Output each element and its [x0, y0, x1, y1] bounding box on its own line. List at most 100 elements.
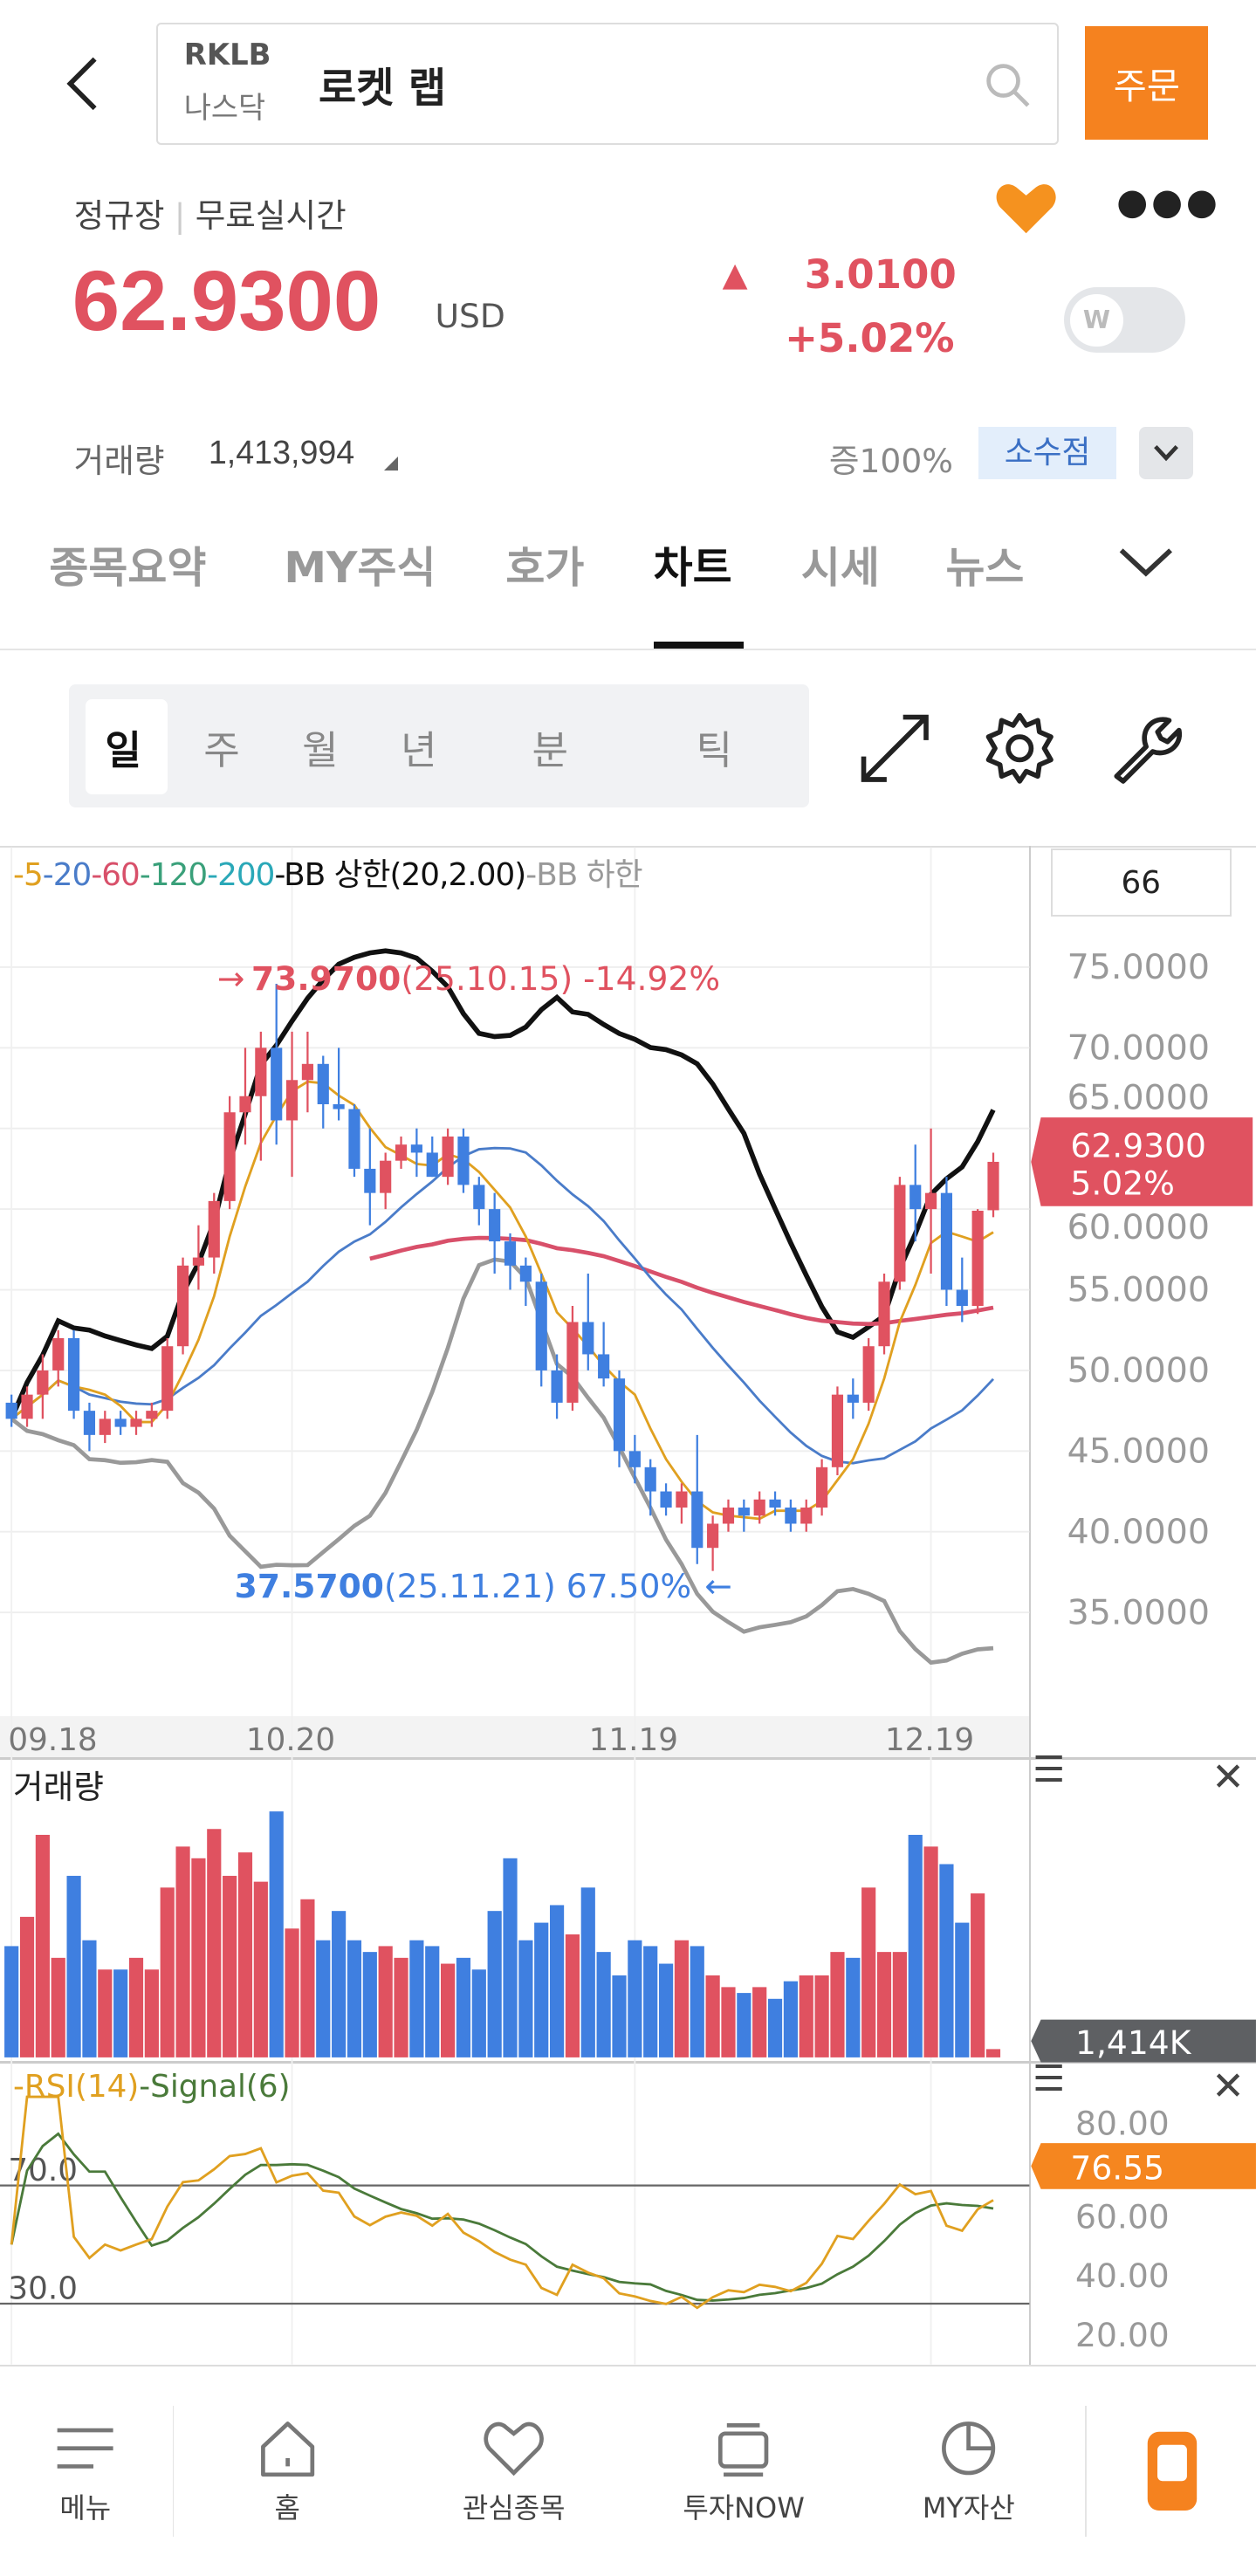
- volume-bar: [253, 1881, 268, 2057]
- volume-bar: [456, 1957, 471, 2057]
- volume-bar: [518, 1940, 533, 2057]
- expand-button[interactable]: [1139, 427, 1194, 480]
- close-icon[interactable]: ✕: [1211, 1753, 1245, 1800]
- last-price-label: 62.9300: [1070, 1126, 1206, 1164]
- heart-icon[interactable]: [993, 181, 1059, 237]
- search-icon[interactable]: [984, 61, 1033, 110]
- volume-bar: [223, 1875, 237, 2057]
- candle-body: [83, 1411, 96, 1435]
- panel-menu-icon[interactable]: ☰: [1033, 1748, 1066, 1791]
- tv-icon: [718, 2422, 769, 2477]
- period-month[interactable]: 월: [302, 726, 339, 773]
- volume-bar: [160, 1887, 175, 2057]
- order-button[interactable]: 주문: [1085, 26, 1209, 140]
- candle-body: [317, 1063, 329, 1104]
- tab-news[interactable]: 뉴스: [945, 543, 1025, 594]
- volume-bar: [144, 1969, 159, 2057]
- candle-body: [707, 1523, 719, 1549]
- nav-watchlist[interactable]: 관심종목: [415, 2417, 613, 2526]
- back-icon[interactable]: [62, 54, 105, 113]
- decimal-badge[interactable]: 소수점: [978, 427, 1117, 480]
- x-tick-label: 12.19: [885, 1722, 974, 1758]
- candle-body: [535, 1281, 547, 1370]
- last-rsi-tag: [1031, 2143, 1256, 2189]
- close-icon[interactable]: ✕: [1211, 2062, 1245, 2109]
- search-box[interactable]: RKLB 나스닥 로켓 랩: [155, 23, 1060, 145]
- tab-orderbook[interactable]: 호가: [505, 543, 585, 594]
- candle-body: [738, 1508, 750, 1516]
- volume-bar: [690, 1946, 704, 2057]
- exchange: 나스닥: [183, 91, 266, 126]
- y-tick-label: 65.0000: [1067, 1078, 1210, 1118]
- candle-body: [816, 1467, 828, 1508]
- candle-body: [831, 1394, 844, 1467]
- last-volume-label: 1,414K: [1075, 2023, 1192, 2062]
- rsi-level-label: 30.0: [8, 2270, 78, 2306]
- volume-bar: [35, 1834, 50, 2057]
- phone-order-icon[interactable]: [1144, 2428, 1200, 2514]
- tab-chart[interactable]: 차트: [653, 543, 732, 594]
- candle-body: [223, 1112, 236, 1201]
- period-week[interactable]: 주: [203, 726, 240, 773]
- panel-menu-icon[interactable]: ☰: [1033, 2057, 1066, 2099]
- rsi-tick-label: 40.00: [1075, 2257, 1170, 2295]
- candle-body: [410, 1144, 422, 1153]
- currency: USD: [435, 297, 505, 336]
- volume-label: 거래량: [73, 441, 165, 480]
- volume-bar: [783, 1981, 798, 2057]
- bb-upper-line: [9, 948, 996, 1420]
- volume-bar: [471, 1969, 486, 2057]
- ma5-line: [10, 1080, 994, 1521]
- volume-bar: [814, 1975, 829, 2057]
- candle-body: [426, 1152, 438, 1178]
- high-arrow-icon: →: [217, 959, 245, 998]
- rsi-tick-label: 60.00: [1075, 2198, 1170, 2236]
- volume-bar: [98, 1969, 113, 2057]
- volume-bar: [846, 1957, 861, 2057]
- gear-icon[interactable]: [982, 711, 1058, 787]
- nav-my-assets[interactable]: MY자산: [870, 2417, 1067, 2526]
- volume-bar: [830, 1952, 845, 2057]
- candle-body: [987, 1161, 999, 1211]
- y-tick-label: 70.0000: [1067, 1027, 1210, 1068]
- last-pct-label: 5.02%: [1070, 1164, 1174, 1203]
- fullscreen-icon[interactable]: [857, 711, 933, 787]
- wrench-icon[interactable]: [1107, 711, 1183, 787]
- tab-summary[interactable]: 종목요약: [49, 543, 207, 594]
- volume-bar: [378, 1946, 393, 2057]
- margin-rate: 증100%: [828, 441, 954, 480]
- candle-body: [130, 1419, 142, 1427]
- more-icon[interactable]: ●●●: [1116, 180, 1221, 223]
- currency-toggle[interactable]: W: [1063, 287, 1186, 354]
- period-tick[interactable]: 틱: [696, 726, 733, 773]
- signal-legend: -Signal(6): [139, 2069, 291, 2105]
- candle-body: [878, 1281, 890, 1347]
- ticker: RKLB: [183, 38, 271, 72]
- candle-count-box[interactable]: 66: [1050, 848, 1232, 917]
- candle-body: [504, 1241, 517, 1266]
- triangle-icon: [384, 457, 399, 471]
- chevron-down-icon[interactable]: [1116, 542, 1176, 581]
- volume-bar: [628, 1940, 642, 2057]
- candle-body: [364, 1168, 376, 1193]
- candle-body: [753, 1499, 765, 1516]
- period-minute[interactable]: 분: [532, 726, 568, 773]
- candle-body: [285, 1080, 299, 1121]
- price-chart[interactable]: 75.0000 70.0000 65.0000 60.0000 55.0000 50.00…: [0, 0, 1256, 2373]
- tab-my-stock[interactable]: MY주식: [284, 543, 436, 594]
- chevron-down-icon: [1154, 445, 1179, 462]
- home-icon: [260, 2421, 314, 2477]
- y-tick-label: 35.0000: [1067, 1592, 1210, 1632]
- candle-body: [566, 1322, 579, 1403]
- nav-invest-now[interactable]: 투자NOW: [645, 2417, 842, 2526]
- volume-bar: [721, 1987, 736, 2057]
- volume-bar: [300, 1899, 315, 2057]
- period-day[interactable]: 일: [105, 726, 141, 773]
- y-tick-label: 60.0000: [1067, 1207, 1210, 1247]
- period-year[interactable]: 년: [400, 726, 437, 773]
- candle-body: [691, 1491, 703, 1549]
- nav-menu[interactable]: 메뉴: [0, 2417, 184, 2526]
- volume-bar: [441, 1963, 456, 2057]
- tab-price[interactable]: 시세: [800, 543, 880, 594]
- nav-home[interactable]: 홈: [189, 2417, 386, 2526]
